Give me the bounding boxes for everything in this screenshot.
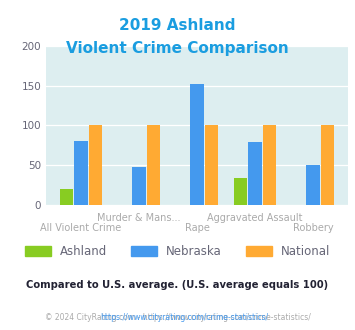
Bar: [89, 125, 102, 205]
Text: 2019 Ashland: 2019 Ashland: [119, 18, 236, 33]
Bar: [321, 125, 334, 205]
Bar: [60, 189, 73, 205]
Bar: [147, 125, 160, 205]
Text: Compared to U.S. average. (U.S. average equals 100): Compared to U.S. average. (U.S. average …: [26, 280, 329, 290]
Text: All Violent Crime: All Violent Crime: [40, 223, 122, 233]
Text: Murder & Mans...: Murder & Mans...: [97, 213, 181, 223]
Bar: [234, 179, 247, 205]
Text: Aggravated Assault: Aggravated Assault: [207, 213, 303, 223]
Text: Violent Crime Comparison: Violent Crime Comparison: [66, 41, 289, 56]
Text: Rape: Rape: [185, 223, 209, 233]
Bar: [132, 167, 146, 205]
Text: https://www.cityrating.com/crime-statistics/: https://www.cityrating.com/crime-statist…: [100, 313, 269, 322]
Legend: Ashland, Nebraska, National: Ashland, Nebraska, National: [20, 240, 335, 263]
Text: Robbery: Robbery: [293, 223, 333, 233]
Bar: [190, 84, 204, 205]
Bar: [306, 165, 320, 205]
Bar: [263, 125, 276, 205]
Bar: [74, 141, 88, 205]
Bar: [205, 125, 218, 205]
Text: © 2024 CityRating.com - https://www.cityrating.com/crime-statistics/: © 2024 CityRating.com - https://www.city…: [45, 313, 310, 322]
Bar: [248, 142, 262, 205]
